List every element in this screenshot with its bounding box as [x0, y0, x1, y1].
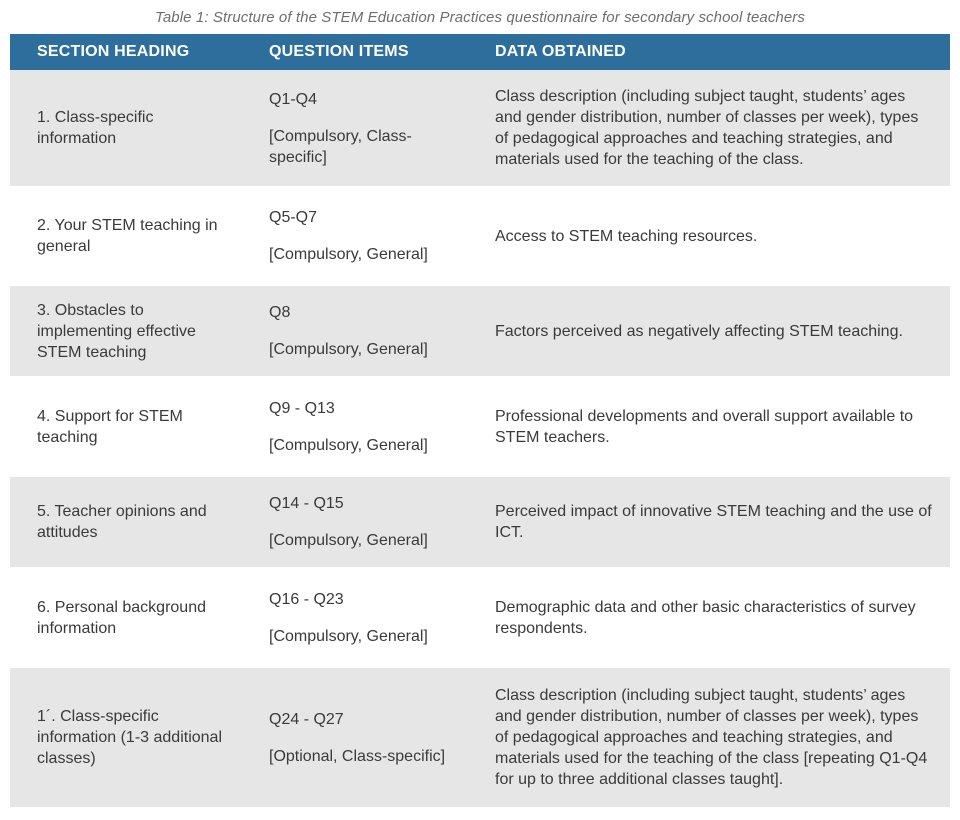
data-obtained-cell: Class description (including subject tau… [459, 665, 950, 807]
question-range: Q16 - Q23 [269, 590, 344, 608]
question-items-cell: Q14 - Q15 [Compulsory, General] [243, 474, 459, 572]
header-section-heading: SECTION HEADING [10, 34, 243, 70]
question-items-cell: Q5-Q7 [Compulsory, General] [243, 188, 459, 286]
section-heading-cell: 2. Your STEM teaching in general [10, 188, 243, 286]
question-range: Q9 - Q13 [269, 399, 335, 417]
table-row: 4. Support for STEM teaching Q9 - Q13 [C… [10, 378, 950, 477]
question-items-cell: Q1-Q4 [Compulsory, Class-specific] [243, 70, 459, 191]
table-header-row: SECTION HEADING QUESTION ITEMS DATA OBTA… [10, 34, 950, 70]
question-range: Q14 - Q15 [269, 495, 344, 512]
table-row: 2. Your STEM teaching in general Q5-Q7 [… [10, 188, 950, 286]
question-items-cell: Q24 - Q27 [Optional, Class-specific] [243, 665, 459, 807]
question-range: Q5-Q7 [269, 209, 318, 226]
header-question-items: QUESTION ITEMS [243, 34, 459, 70]
table-row: 3. Obstacles to implementing effective S… [10, 283, 950, 381]
section-heading-cell: 4. Support for STEM teaching [10, 378, 243, 477]
section-heading-cell: 3. Obstacles to implementing effective S… [10, 283, 243, 381]
question-type: [Compulsory, General] [269, 341, 428, 358]
header-data-obtained: DATA OBTAINED [459, 34, 950, 70]
question-items-cell: Q16 - Q23 [Compulsory, General] [243, 569, 459, 668]
question-items-cell: Q8 [Compulsory, General] [243, 283, 459, 381]
question-type: [Compulsory, General] [269, 532, 428, 549]
question-items-cell: Q9 - Q13 [Compulsory, General] [243, 378, 459, 477]
question-type: [Compulsory, General] [269, 436, 428, 454]
table-row: 1. Class-specific information Q1-Q4 [Com… [10, 70, 950, 191]
data-obtained-cell: Class description (including subject tau… [459, 70, 950, 191]
table-row: 5. Teacher opinions and attitudes Q14 - … [10, 474, 950, 572]
question-range: Q24 - Q27 [269, 710, 344, 728]
question-type: [Optional, Class-specific] [269, 747, 446, 765]
question-type: [Compulsory, Class-specific] [269, 127, 412, 166]
data-obtained-cell: Professional developments and overall su… [459, 378, 950, 477]
data-obtained-cell: Perceived impact of innovative STEM teac… [459, 474, 950, 572]
table-row: 1´. Class-specific information (1-3 addi… [10, 665, 950, 807]
data-obtained-cell: Factors perceived as negatively affectin… [459, 283, 950, 381]
section-heading-cell: 5. Teacher opinions and attitudes [10, 474, 243, 572]
question-type: [Compulsory, General] [269, 246, 428, 263]
section-heading-cell: 6. Personal background information [10, 569, 243, 668]
table-caption: Table 1: Structure of the STEM Education… [154, 9, 806, 26]
section-heading-cell: 1. Class-specific information [10, 70, 243, 191]
question-range: Q8 [269, 304, 291, 321]
section-heading-cell: 1´. Class-specific information (1-3 addi… [10, 665, 243, 807]
data-obtained-cell: Demographic data and other basic charact… [459, 569, 950, 668]
data-obtained-cell: Access to STEM teaching resources. [459, 188, 950, 286]
question-type: [Compulsory, General] [269, 627, 428, 645]
question-range: Q1-Q4 [269, 90, 318, 108]
questionnaire-structure-table: SECTION HEADING QUESTION ITEMS DATA OBTA… [10, 34, 950, 807]
table-row: 6. Personal background information Q16 -… [10, 569, 950, 668]
